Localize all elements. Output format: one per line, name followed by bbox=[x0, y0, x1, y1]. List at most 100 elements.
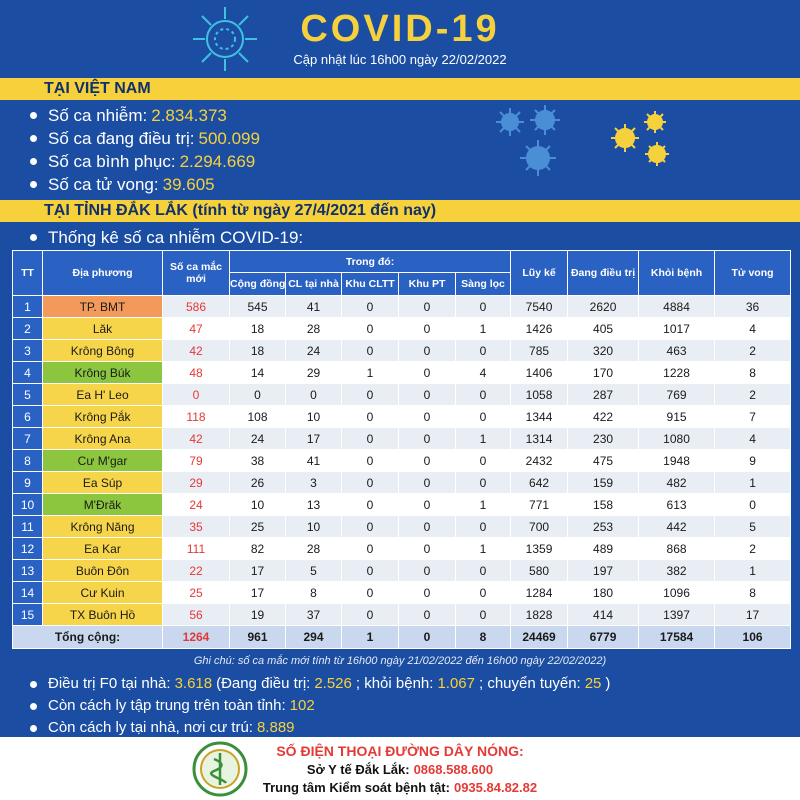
extra-value: 2.526 bbox=[314, 675, 352, 692]
table-cell: 7 bbox=[12, 427, 43, 450]
table-cell: 18 bbox=[229, 317, 286, 340]
table-cell: 0 bbox=[341, 295, 399, 318]
table-cell: 4884 bbox=[638, 295, 716, 318]
table-cell: 6 bbox=[12, 405, 43, 428]
table-cell: 0 bbox=[454, 471, 512, 494]
table-cell: 170 bbox=[567, 361, 640, 384]
table-cell: 82 bbox=[229, 537, 286, 560]
table-cell: 197 bbox=[567, 559, 640, 582]
table-cell: 42 bbox=[162, 339, 230, 362]
table-cell: 1344 bbox=[510, 405, 569, 428]
extra-item: Còn cách ly tập trung trên toàn tỉnh: 102 bbox=[26, 695, 610, 717]
extra-value: 102 bbox=[289, 697, 315, 714]
district-cell: Cư Kuin bbox=[42, 581, 163, 604]
table-cell: 2 bbox=[714, 383, 792, 406]
table-cell: 2 bbox=[714, 537, 792, 560]
table-cell: 158 bbox=[567, 493, 640, 516]
column-header: Đang điều trị bbox=[567, 250, 640, 296]
vn-list: Số ca nhiễm: 2.834.373 Số ca đang điều trị… bbox=[26, 104, 260, 196]
table-cell: 1058 bbox=[510, 383, 569, 406]
title: COVID-19 bbox=[300, 8, 500, 50]
vn-item: Số ca đang điều trị: 500.099 bbox=[26, 127, 260, 150]
table-cell: 13 bbox=[285, 493, 342, 516]
table-cell: 8 bbox=[714, 361, 792, 384]
table-cell: 25 bbox=[162, 581, 230, 604]
table-row: 2 Lăk 47 18 28 0 0 1 1426 405 1017 4 bbox=[12, 317, 792, 340]
table-cell: 475 bbox=[567, 449, 640, 472]
intro-list: Thống kê số ca nhiễm COVID-19: bbox=[26, 226, 303, 249]
table-cell: 19 bbox=[229, 603, 286, 626]
table-cell: 48 bbox=[162, 361, 230, 384]
district-cell: Ea H' Leo bbox=[42, 383, 163, 406]
table-cell: 25 bbox=[229, 515, 286, 538]
table-cell: 0 bbox=[341, 405, 399, 428]
hotline-label: Trung tâm Kiểm soát bệnh tật: bbox=[262, 780, 450, 795]
table-cell: 2432 bbox=[510, 449, 569, 472]
table-cell: 26 bbox=[229, 471, 286, 494]
table-cell: 0 bbox=[454, 339, 512, 362]
hotline-line: Trung tâm Kiểm soát bệnh tật: 0935.84.82.… bbox=[0, 780, 800, 795]
table-cell: 8 bbox=[714, 581, 792, 604]
total-row: Tổng cộng: 1264 961 294 1 0 8 24469 6779 17584 106 bbox=[12, 625, 792, 649]
table-cell: 36 bbox=[714, 295, 792, 318]
table-cell: 1 bbox=[12, 295, 43, 318]
table-cell: 0 bbox=[341, 471, 399, 494]
table-cell: 17 bbox=[714, 603, 792, 626]
extra-text: ; khỏi bệnh: bbox=[355, 675, 434, 692]
table-cell: 180 bbox=[567, 581, 640, 604]
table-cell: 18 bbox=[229, 339, 286, 362]
total-cell: 24469 bbox=[510, 625, 569, 649]
table-cell: 111 bbox=[162, 537, 230, 560]
table-cell: 0 bbox=[398, 295, 456, 318]
table-cell: 0 bbox=[398, 471, 456, 494]
total-cell: 294 bbox=[285, 625, 342, 649]
table-cell: 1 bbox=[454, 493, 512, 516]
header-row: Cộng đồng CL tại nhà Khu CLTT Khu PT Sàng lọ… bbox=[13, 272, 791, 296]
table-cell: 28 bbox=[285, 537, 342, 560]
table-cell: 1 bbox=[454, 427, 512, 450]
table-cell: 0 bbox=[341, 449, 399, 472]
table-row: 13 Buôn Đôn 22 17 5 0 0 0 580 197 382 1 bbox=[12, 559, 792, 582]
table-cell: 1828 bbox=[510, 603, 569, 626]
table-cell: 414 bbox=[567, 603, 640, 626]
table-cell: 0 bbox=[398, 515, 456, 538]
column-header: TT bbox=[12, 250, 43, 296]
vn-item: Số ca tử vong: 39.605 bbox=[26, 173, 260, 196]
table-row: 4 Krông Búk 48 14 29 1 0 4 1406 170 1228 8 bbox=[12, 361, 792, 384]
table-cell: 0 bbox=[162, 383, 230, 406]
table-cell: 0 bbox=[341, 515, 399, 538]
table-cell: 0 bbox=[229, 383, 286, 406]
extra-item: Còn cách ly tại nhà, nơi cư trú: 8.889 bbox=[26, 717, 610, 739]
table-cell: 1 bbox=[341, 361, 399, 384]
table-cell: 0 bbox=[454, 383, 512, 406]
table-cell: 1096 bbox=[638, 581, 716, 604]
table-cell: 9 bbox=[12, 471, 43, 494]
vn-item: Số ca bình phục: 2.294.669 bbox=[26, 150, 260, 173]
extra-value: 3.618 bbox=[174, 675, 213, 692]
vn-value: 2.294.669 bbox=[179, 152, 256, 171]
extra-list: Điều trị F0 tại nhà: 3.618 (Đang điều trị:… bbox=[26, 673, 610, 739]
table-row: 1 TP. BMT 586 545 41 0 0 0 7540 2620 4884 36 bbox=[12, 295, 792, 318]
table-cell: 253 bbox=[567, 515, 640, 538]
table-cell: 17 bbox=[229, 559, 286, 582]
table-cell: 771 bbox=[510, 493, 569, 516]
table-cell: 0 bbox=[341, 537, 399, 560]
district-cell: Krông Pắk bbox=[42, 405, 163, 428]
table-cell: 489 bbox=[567, 537, 640, 560]
table-cell: 868 bbox=[638, 537, 716, 560]
table-cell: 0 bbox=[398, 317, 456, 340]
table-cell: 41 bbox=[285, 295, 342, 318]
table-cell: 0 bbox=[398, 405, 456, 428]
table-cell: 0 bbox=[454, 449, 512, 472]
group-header: Trong đó: bbox=[228, 250, 512, 273]
extra-value: 1.067 bbox=[437, 675, 475, 692]
table-cell: 10 bbox=[285, 405, 342, 428]
total-label: Tổng cộng: bbox=[12, 625, 163, 649]
table-cell: 3 bbox=[285, 471, 342, 494]
table-cell: 47 bbox=[162, 317, 230, 340]
table-cell: 17 bbox=[285, 427, 342, 450]
vn-value: 500.099 bbox=[198, 129, 260, 148]
table-cell: 287 bbox=[567, 383, 640, 406]
hotline-line: Sở Y tế Đắk Lắk: 0868.588.600 bbox=[0, 762, 800, 777]
table-row: 14 Cư Kuin 25 17 8 0 0 0 1284 180 1096 8 bbox=[12, 581, 792, 604]
